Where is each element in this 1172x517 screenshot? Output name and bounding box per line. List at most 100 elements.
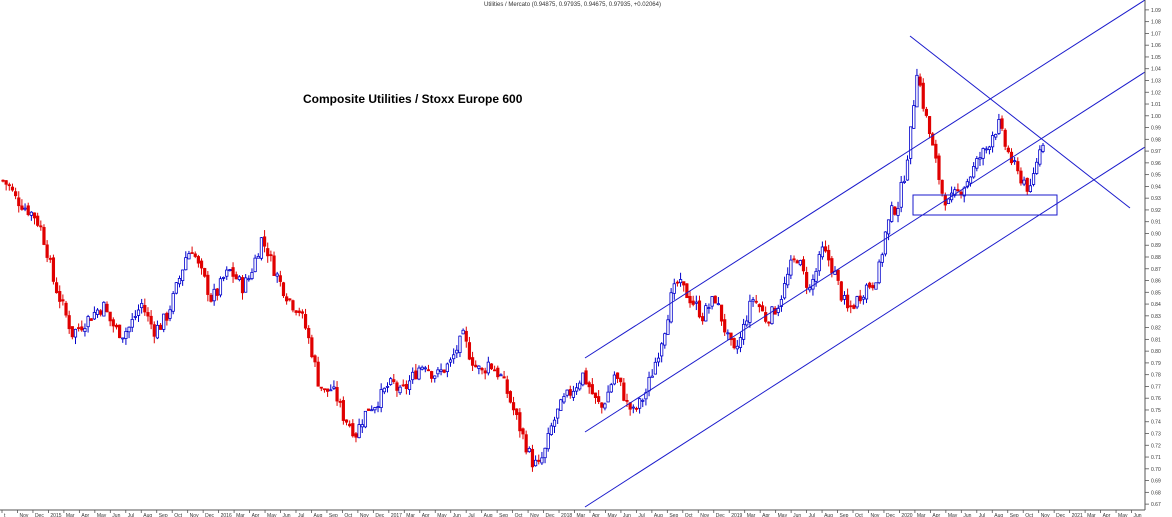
candle-body bbox=[10, 186, 15, 191]
candle-body bbox=[691, 300, 695, 305]
candle-body bbox=[80, 326, 84, 331]
candle-body bbox=[855, 296, 859, 308]
candle-body bbox=[401, 384, 405, 387]
candle-body bbox=[634, 407, 639, 410]
candle-body bbox=[162, 313, 166, 330]
y-tick-label: 1.05 bbox=[1151, 55, 1161, 61]
candle-body bbox=[1038, 149, 1042, 165]
y-tick-label: 0.73 bbox=[1151, 432, 1161, 438]
candle-body bbox=[73, 328, 78, 338]
candle-body bbox=[1028, 185, 1032, 192]
x-tick-label: Apr bbox=[1103, 513, 1111, 517]
candle-body bbox=[726, 332, 730, 335]
x-tick-label: Oct bbox=[515, 513, 523, 517]
candle-body bbox=[445, 363, 449, 373]
x-tick-label: Jun bbox=[453, 513, 461, 517]
x-tick-label: Jun bbox=[112, 513, 120, 517]
candle-body bbox=[187, 253, 191, 260]
candle-body bbox=[896, 208, 900, 216]
candle-body bbox=[732, 338, 736, 349]
candle-body bbox=[704, 305, 708, 322]
candle-body bbox=[458, 335, 462, 353]
candle-body bbox=[782, 283, 787, 299]
candle-body bbox=[83, 328, 87, 332]
candle-body bbox=[858, 295, 862, 302]
candle-body bbox=[464, 330, 468, 342]
candle-body bbox=[366, 408, 371, 411]
candle-body bbox=[158, 324, 163, 330]
candle-body bbox=[124, 331, 128, 339]
candle-body bbox=[849, 305, 853, 308]
candle-body bbox=[508, 391, 512, 403]
candle-body bbox=[603, 403, 607, 409]
candle-body bbox=[719, 304, 724, 322]
candle-body bbox=[326, 388, 330, 392]
candle-body bbox=[701, 316, 705, 322]
candle-body bbox=[86, 316, 90, 328]
candle-body bbox=[17, 197, 21, 207]
candle-body bbox=[827, 249, 831, 261]
candle-body bbox=[297, 310, 301, 314]
y-tick-label: 0.88 bbox=[1151, 255, 1161, 261]
candle-body bbox=[395, 382, 399, 391]
x-tick-label: Mar bbox=[236, 513, 245, 517]
candle-body bbox=[344, 419, 349, 423]
x-axis: t Nov Dec 2015 Mar Apr May Jun Jul Aug Sep Oct Nov De… bbox=[0, 509, 1145, 517]
candle-body bbox=[332, 386, 336, 389]
candle-body bbox=[168, 309, 172, 319]
candle-body bbox=[29, 211, 33, 216]
candle-body bbox=[716, 303, 720, 306]
candle-body bbox=[303, 314, 308, 329]
candle-body bbox=[4, 180, 8, 185]
x-tick-label: Jun bbox=[283, 513, 291, 517]
candle-body bbox=[190, 252, 194, 254]
candle-body bbox=[899, 182, 903, 208]
candle-body bbox=[751, 299, 755, 302]
candle-body bbox=[51, 257, 56, 282]
candle-body bbox=[285, 296, 289, 302]
candle-body bbox=[45, 244, 49, 258]
candle-body bbox=[669, 292, 673, 323]
y-tick-label: 0.87 bbox=[1151, 267, 1161, 273]
y-tick-label: 1.06 bbox=[1151, 43, 1161, 49]
candle-body bbox=[707, 307, 711, 309]
candle-body bbox=[121, 337, 125, 340]
x-tick-label: 2017 bbox=[391, 513, 402, 517]
candle-body bbox=[420, 366, 424, 370]
candle-body bbox=[934, 143, 938, 159]
candle-body bbox=[1041, 144, 1045, 152]
candle-body bbox=[981, 148, 985, 159]
candle-body bbox=[767, 321, 771, 324]
candle-body bbox=[398, 386, 402, 394]
candle-body bbox=[42, 227, 46, 245]
candle-body bbox=[587, 382, 591, 388]
candle-body bbox=[902, 180, 906, 183]
x-tick-label: Dec bbox=[1056, 513, 1065, 517]
candle-body bbox=[140, 303, 144, 309]
candle-body bbox=[890, 205, 894, 222]
candle-body bbox=[660, 343, 664, 357]
candle-body bbox=[102, 301, 106, 317]
x-tick-label: Apr bbox=[592, 513, 600, 517]
candle-body bbox=[171, 293, 175, 312]
candle-body bbox=[1013, 160, 1017, 163]
candle-body bbox=[886, 219, 891, 235]
candle-body bbox=[515, 408, 519, 416]
candle-body bbox=[1025, 177, 1029, 192]
x-tick-label: Jul bbox=[979, 513, 985, 517]
candle-body bbox=[946, 198, 951, 204]
x-tick-label: Oct bbox=[685, 513, 693, 517]
candle-body bbox=[92, 311, 96, 320]
candle-body bbox=[288, 298, 292, 301]
candle-body bbox=[89, 318, 93, 321]
candle-body bbox=[1016, 161, 1020, 172]
candle-body bbox=[959, 191, 963, 196]
candle-body bbox=[414, 370, 418, 380]
x-tick-label: 2016 bbox=[221, 513, 232, 517]
candle-body bbox=[174, 282, 178, 294]
x-tick-label: Aug bbox=[313, 513, 322, 517]
x-tick-label: Sep bbox=[329, 513, 338, 517]
candle-body bbox=[77, 327, 81, 329]
candle-body bbox=[489, 363, 494, 370]
candle-body bbox=[363, 410, 368, 428]
